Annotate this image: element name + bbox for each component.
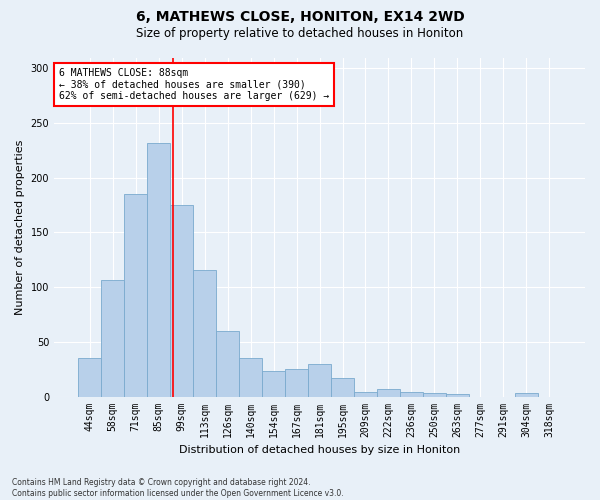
Bar	[147, 143, 170, 397]
Bar	[515, 394, 538, 396]
Bar	[354, 392, 377, 396]
Bar	[239, 358, 262, 397]
X-axis label: Distribution of detached houses by size in Honiton: Distribution of detached houses by size …	[179, 445, 460, 455]
Bar	[170, 205, 193, 396]
Bar	[446, 394, 469, 396]
Bar	[308, 364, 331, 396]
Bar	[193, 270, 216, 396]
Text: 6 MATHEWS CLOSE: 88sqm
← 38% of detached houses are smaller (390)
62% of semi-de: 6 MATHEWS CLOSE: 88sqm ← 38% of detached…	[59, 68, 329, 101]
Bar	[262, 372, 285, 396]
Bar	[423, 394, 446, 396]
Bar	[377, 389, 400, 396]
Bar	[101, 280, 124, 396]
Bar	[285, 369, 308, 396]
Y-axis label: Number of detached properties: Number of detached properties	[15, 140, 25, 314]
Text: Size of property relative to detached houses in Honiton: Size of property relative to detached ho…	[136, 28, 464, 40]
Text: Contains HM Land Registry data © Crown copyright and database right 2024.
Contai: Contains HM Land Registry data © Crown c…	[12, 478, 344, 498]
Bar	[124, 194, 147, 396]
Bar	[400, 392, 423, 396]
Bar	[78, 358, 101, 397]
Bar	[331, 378, 354, 396]
Bar	[216, 331, 239, 396]
Text: 6, MATHEWS CLOSE, HONITON, EX14 2WD: 6, MATHEWS CLOSE, HONITON, EX14 2WD	[136, 10, 464, 24]
